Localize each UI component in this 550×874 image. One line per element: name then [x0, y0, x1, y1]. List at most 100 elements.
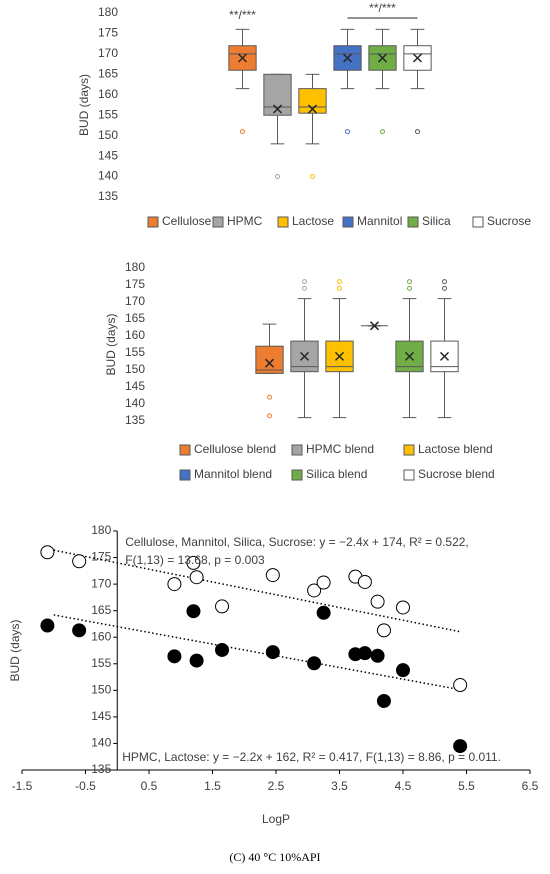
point [265, 568, 280, 583]
x-tick-label: 6.5 [522, 779, 539, 793]
point [396, 600, 410, 615]
y-tick-label: 160 [91, 629, 111, 643]
mean-marker [307, 104, 318, 114]
y-tick-label: 175 [91, 550, 111, 564]
point [376, 623, 391, 638]
point [453, 678, 468, 693]
y-axis-label: BUD (days) [77, 74, 91, 136]
point [189, 653, 204, 668]
annotation: F(1,13) = 13.68, p = 0.003 [125, 553, 265, 567]
x-tick-label: -0.5 [75, 779, 96, 793]
legend-label: Cellulose [162, 214, 212, 228]
legend-swatch [407, 216, 419, 228]
outlier [267, 413, 272, 419]
y-tick-label: 170 [91, 576, 111, 590]
legend-label: Sucrose blend [418, 467, 495, 481]
y-axis-label: BUD (days) [104, 313, 118, 375]
y-tick-label: 140 [98, 169, 118, 183]
y-tick-label: 175 [125, 277, 145, 291]
point [186, 555, 201, 570]
y-tick-label: 165 [125, 311, 145, 325]
x-tick-label: 5.5 [458, 779, 475, 793]
trendline [53, 614, 461, 691]
trendline [53, 549, 461, 633]
legend-swatch [291, 444, 303, 456]
point [316, 575, 331, 590]
mean-marker [404, 351, 415, 361]
point [370, 594, 385, 609]
caption: (C) 40 °C 10%API [229, 850, 320, 864]
point [453, 739, 468, 754]
outlier [380, 129, 385, 135]
mean-marker [377, 53, 388, 63]
outlier [442, 279, 447, 285]
x-tick-label: 4.5 [395, 779, 412, 793]
x-tick-label: -1.5 [12, 779, 33, 793]
outlier [345, 129, 350, 135]
y-tick-label: 145 [91, 709, 111, 723]
outlier [302, 285, 307, 291]
y-tick-label: 145 [98, 148, 118, 162]
annotation: Cellulose, Mannitol, Silica, Sucrose: y … [125, 535, 469, 549]
legend-label: Mannitol blend [194, 467, 272, 481]
legend-swatch [291, 469, 303, 481]
y-tick-label: 155 [125, 345, 145, 359]
outlier [407, 279, 412, 285]
legend-swatch [179, 444, 191, 456]
y-axis-label: BUD (days) [8, 619, 22, 681]
y-tick-label: 145 [125, 379, 145, 393]
x-tick-label: 0.5 [141, 779, 158, 793]
outlier [240, 129, 245, 135]
y-tick-label: 135 [91, 762, 111, 776]
point [186, 604, 201, 619]
box [255, 345, 284, 374]
outlier [415, 129, 420, 135]
outlier [442, 285, 447, 291]
legend-label: Lactose blend [418, 442, 493, 456]
mean-marker [412, 53, 423, 63]
outlier [302, 279, 307, 285]
mean-marker [299, 351, 310, 361]
outlier [337, 285, 342, 291]
legend-label: Cellulose blend [194, 442, 276, 456]
legend-swatch [403, 469, 415, 481]
x-tick-label: 1.5 [204, 779, 221, 793]
y-tick-label: 140 [91, 736, 111, 750]
outlier [337, 279, 342, 285]
point [307, 656, 322, 671]
y-tick-label: 150 [91, 683, 111, 697]
legend-label: Silica blend [306, 467, 367, 481]
legend-label: Silica [422, 214, 451, 228]
mean-marker [342, 53, 353, 63]
x-tick-label: 3.5 [331, 779, 348, 793]
x-axis-label: LogP [262, 812, 290, 826]
legend-swatch [403, 444, 415, 456]
point [189, 570, 204, 585]
outlier [275, 174, 280, 180]
outlier [310, 174, 315, 180]
y-tick-label: 180 [91, 523, 111, 537]
point [72, 554, 87, 569]
annotation: HPMC, Lactose: y = −2.2x + 162, R² = 0.4… [122, 750, 501, 764]
point [167, 577, 182, 592]
legend-label: Lactose [292, 214, 334, 228]
point [376, 693, 391, 708]
legend-swatch [342, 216, 354, 228]
y-tick-label: 155 [98, 107, 118, 121]
mean-marker [334, 351, 345, 361]
y-tick-label: 160 [98, 87, 118, 101]
outlier [407, 285, 412, 291]
box [263, 73, 292, 116]
y-tick-label: 135 [98, 189, 118, 203]
y-tick-label: 135 [125, 413, 145, 427]
outlier [267, 394, 272, 400]
mean-marker [272, 104, 283, 114]
legend-swatch [212, 216, 224, 228]
annotation: **/*** [369, 1, 396, 15]
mean-marker [439, 351, 450, 361]
point [167, 649, 182, 664]
point [307, 583, 322, 598]
legend-label: HPMC [227, 214, 263, 228]
y-tick-label: 150 [98, 128, 118, 142]
